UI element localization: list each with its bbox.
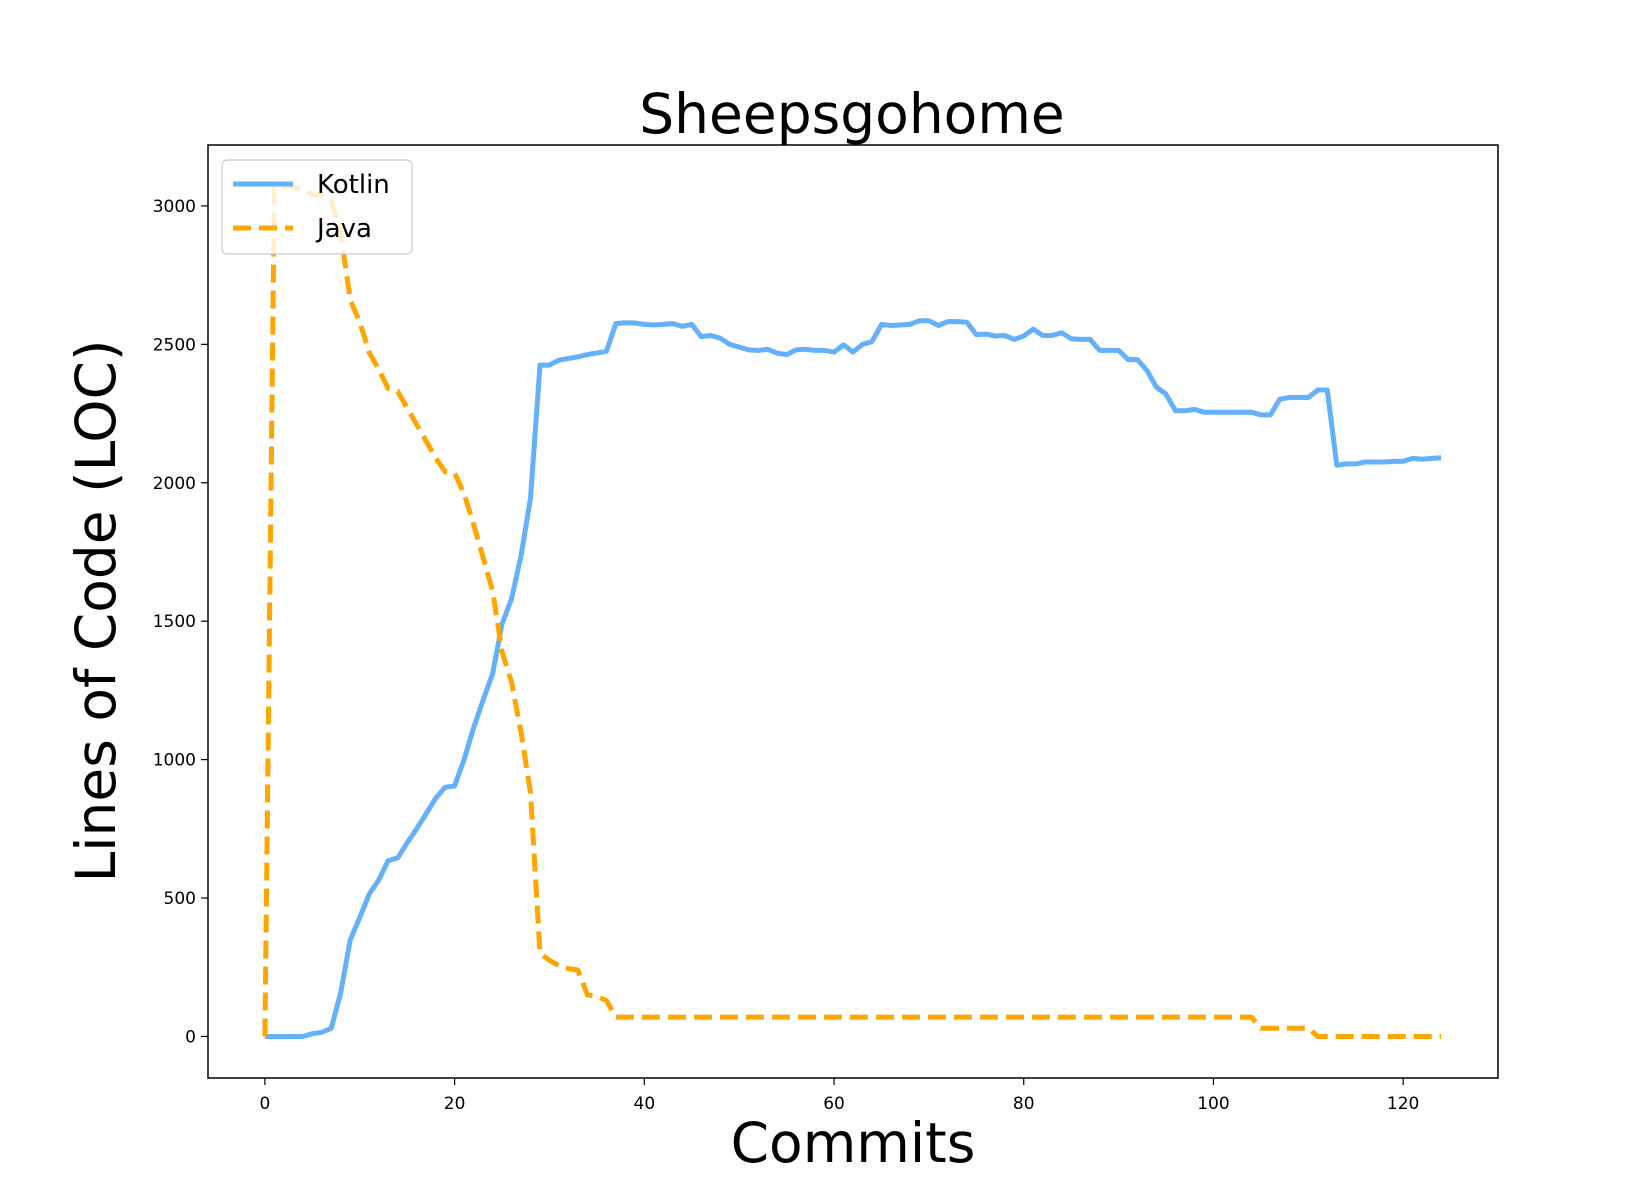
legend: Kotlin Java	[221, 159, 413, 255]
y-tick-label: 2500	[153, 335, 196, 355]
y-axis-ticks: 0 500 1000 1500 2000 2500 3000	[153, 197, 208, 1047]
x-tick-label: 120	[1387, 1094, 1419, 1114]
x-axis-ticks: 0 20 40 60 80 100 120	[259, 1078, 1419, 1114]
x-tick-label: 40	[634, 1094, 656, 1114]
chart-title: Sheepsgohome	[639, 82, 1065, 146]
x-tick-label: 60	[823, 1094, 845, 1114]
plot-frame	[207, 144, 1499, 1079]
y-tick-label: 1000	[153, 751, 196, 771]
legend-label-kotlin: Kotlin	[317, 170, 390, 200]
y-axis-label: Lines of Code (LOC)	[64, 340, 128, 883]
x-axis-label: Commits	[731, 1111, 976, 1175]
legend-label-java: Java	[315, 214, 372, 244]
x-tick-label: 20	[444, 1094, 466, 1114]
y-tick-label: 500	[164, 889, 196, 909]
y-tick-label: 1500	[153, 612, 196, 632]
x-tick-label: 0	[259, 1094, 270, 1114]
x-tick-label: 100	[1197, 1094, 1229, 1114]
y-tick-label: 2000	[153, 474, 196, 494]
y-tick-label: 0	[185, 1027, 196, 1047]
x-tick-label: 80	[1013, 1094, 1035, 1114]
series-line-kotlin	[264, 318, 1442, 1039]
y-tick-label: 3000	[153, 197, 196, 217]
